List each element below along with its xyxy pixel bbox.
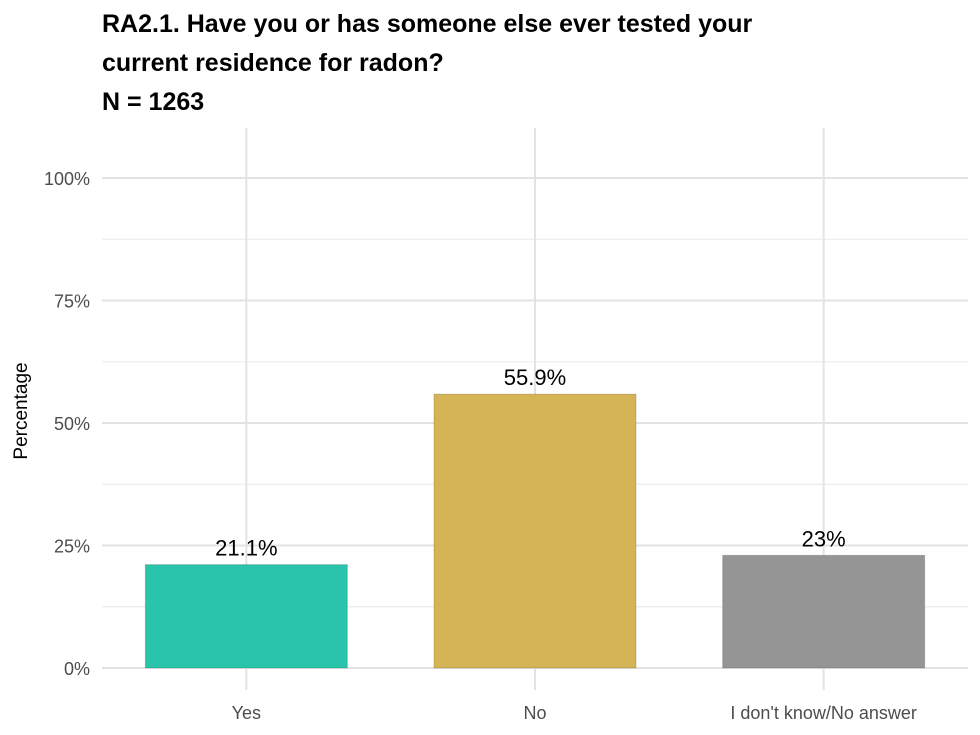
title-line-1: RA2.1. Have you or has someone else ever… — [102, 10, 753, 38]
x-tick-label: No — [523, 703, 546, 723]
x-tick-label: Yes — [232, 703, 261, 723]
bar-1 — [144, 564, 348, 669]
bar-value-label: 21.1% — [215, 536, 277, 561]
title-line-3: N = 1263 — [102, 88, 205, 116]
title-line-2: current residence for radon? — [102, 49, 444, 77]
bar-3 — [722, 554, 926, 669]
bar-value-label: 23% — [802, 526, 846, 551]
y-tick-label: 25% — [54, 537, 90, 557]
chart-title: RA2.1. Have you or has someone else ever… — [102, 5, 752, 122]
y-tick-label: 100% — [44, 169, 90, 189]
bar-value-label: 55.9% — [504, 365, 566, 390]
y-tick-label: 50% — [54, 414, 90, 434]
bar-2 — [433, 393, 637, 669]
y-tick-label: 0% — [64, 659, 90, 679]
y-tick-label: 75% — [54, 292, 90, 312]
x-tick-label: I don't know/No answer — [730, 703, 917, 723]
